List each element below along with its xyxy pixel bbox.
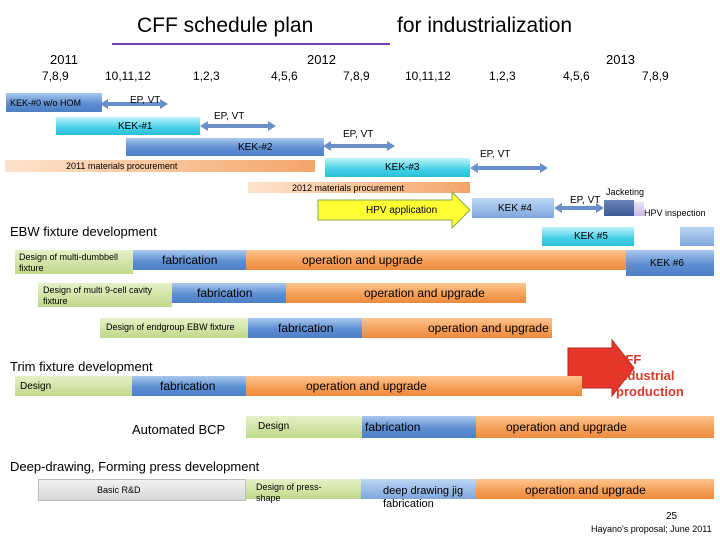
month-label: 10,11,12 xyxy=(405,69,451,83)
month-label: 10,11,12 xyxy=(105,69,151,83)
endgroup-op-label: operation and upgrade xyxy=(428,321,549,335)
cavity-design-label: Design of multi 9-cell cavity fixture xyxy=(43,285,153,306)
kek0-label: KEK-#0 w/o HOM xyxy=(10,98,82,108)
cff-production-label: CFF industrial production xyxy=(616,352,684,399)
month-label: 7,8,9 xyxy=(42,69,69,83)
title-left: CFF schedule plan xyxy=(137,14,314,37)
trim-op-bar xyxy=(246,376,582,396)
epvt-label: EP, VT xyxy=(214,111,245,122)
kek3-bar xyxy=(325,158,470,177)
trim-op-label: operation and upgrade xyxy=(306,379,427,393)
kek0-bar xyxy=(6,93,102,112)
bcp-fab-label: fabrication xyxy=(365,420,421,434)
page-number: 25 xyxy=(666,511,678,522)
epvt-label: EP, VT xyxy=(343,129,374,140)
kek4-label: KEK #4 xyxy=(498,203,532,214)
dumbbell-design-bar xyxy=(15,250,133,274)
kek5-bar xyxy=(542,227,634,246)
epvt-label: EP, VT xyxy=(480,149,511,160)
procurement-2011-bar xyxy=(5,160,315,172)
kek2-bar xyxy=(126,138,324,156)
bcp-design-label: Design xyxy=(258,421,290,432)
kek4-bar xyxy=(472,198,554,218)
dumbbell-op-bar xyxy=(246,250,626,270)
kek5-extra-bar xyxy=(680,227,714,246)
title-underline xyxy=(112,43,390,45)
ebw-heading: EBW fixture development xyxy=(10,224,157,239)
procurement-2011-label: 2011 materials procurement xyxy=(66,161,178,171)
cavity-op-label: operation and upgrade xyxy=(364,286,485,300)
deep-design-bar xyxy=(246,479,361,499)
kek3-label: KEK-#3 xyxy=(385,162,420,173)
basic-rd-bar xyxy=(38,479,246,501)
cavity-fab-bar xyxy=(172,283,286,303)
hpv-arrow xyxy=(317,190,471,230)
endgroup-fab-label: fabrication xyxy=(278,321,334,335)
kek1-label: KEK-#1 xyxy=(118,121,153,132)
dumbbell-fab-label: fabrication xyxy=(162,253,218,267)
year-2012: 2012 xyxy=(307,52,336,67)
cavity-fab-label: fabrication xyxy=(197,286,253,300)
procurement-2012-label: 2012 materials procurement xyxy=(292,183,405,193)
hpv-application-label: HPV application xyxy=(366,205,438,216)
month-label: 1,2,3 xyxy=(489,69,516,83)
endgroup-design-label: Design of endgroup EBW fixture xyxy=(106,322,235,332)
month-label: 1,2,3 xyxy=(193,69,220,83)
cavity-op-bar xyxy=(286,283,526,303)
month-label: 7,8,9 xyxy=(642,69,669,83)
month-label: 7,8,9 xyxy=(343,69,370,83)
deep-design-label: Design of press-shape xyxy=(256,482,322,503)
endgroup-fab-bar xyxy=(248,318,362,338)
trim-heading: Trim fixture development xyxy=(10,359,153,374)
endgroup-op-bar xyxy=(362,318,552,338)
title-right: for industrialization xyxy=(397,14,573,37)
month-label: 4,5,6 xyxy=(563,69,590,83)
deep-op-label: operation and upgrade xyxy=(525,483,646,497)
kek6-label: KEK #6 xyxy=(650,258,684,269)
epvt-label: EP, VT xyxy=(570,195,601,206)
dumbbell-op-label: operation and upgrade xyxy=(302,253,423,267)
jacketing-bar xyxy=(604,200,634,216)
epvt-arrows xyxy=(100,99,604,213)
deep-fab-bar xyxy=(361,479,476,499)
bcp-fab-bar xyxy=(362,416,476,438)
hpv-inspection-label: HPV inspection xyxy=(644,208,706,218)
credit-text: Hayano's proposal; June 2011 xyxy=(591,524,712,534)
kek1-bar xyxy=(56,117,200,135)
year-2013: 2013 xyxy=(606,52,635,67)
trim-design-label: Design xyxy=(20,381,52,392)
bcp-op-bar xyxy=(476,416,714,438)
deep-fab-label: deep drawing jig fabrication xyxy=(383,485,464,510)
dumbbell-fab-bar xyxy=(133,250,246,270)
epvt-label: EP, VT xyxy=(130,95,161,106)
bcp-design-bar xyxy=(246,416,362,438)
bcp-heading: Automated BCP xyxy=(132,422,226,437)
dumbbell-design-label: Design of multi-dumbbell fixture xyxy=(19,252,119,273)
procurement-2012-bar xyxy=(248,182,470,193)
jacketing-label: Jacketing xyxy=(606,187,645,197)
deep-op-bar xyxy=(476,479,714,499)
kek5-label: KEK #5 xyxy=(574,231,608,242)
hpv-inspection-bar xyxy=(634,202,644,216)
bcp-op-label: operation and upgrade xyxy=(506,420,627,434)
endgroup-design-bar xyxy=(100,318,248,338)
trim-fab-bar xyxy=(132,376,246,396)
basic-rd-label: Basic R&D xyxy=(97,485,141,495)
year-2011: 2011 xyxy=(50,52,78,67)
kek2-label: KEK-#2 xyxy=(238,142,273,153)
trim-fab-label: fabrication xyxy=(160,379,216,393)
trim-design-bar xyxy=(15,376,132,396)
kek6-bar xyxy=(626,250,714,276)
cavity-design-bar xyxy=(38,283,172,307)
deep-heading: Deep-drawing, Forming press development xyxy=(10,459,260,474)
month-label: 4,5,6 xyxy=(271,69,298,83)
